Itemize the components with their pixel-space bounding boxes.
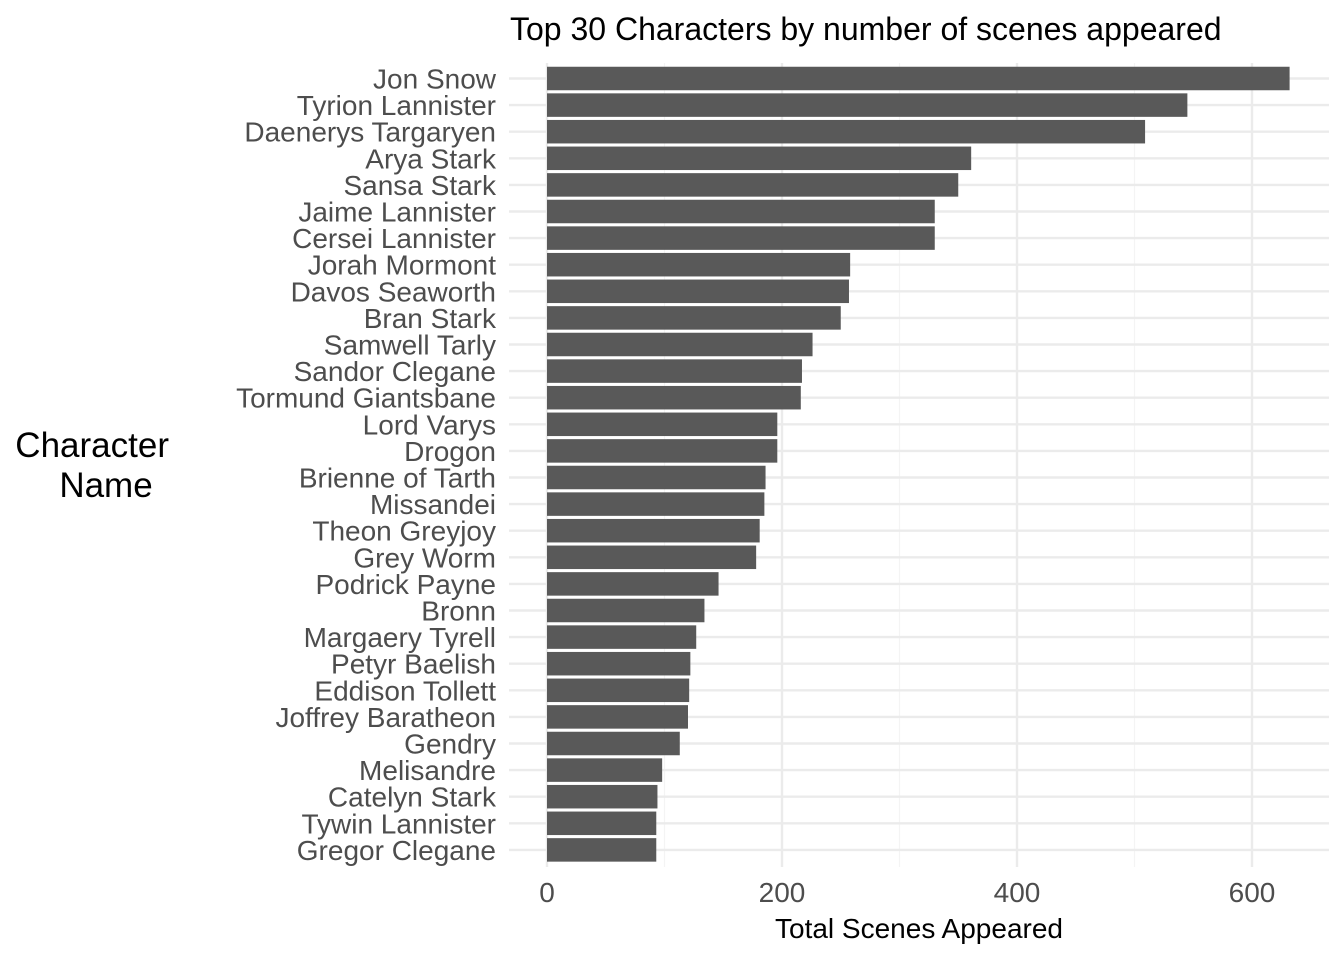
bar <box>547 306 841 330</box>
bar <box>547 811 657 836</box>
bar <box>547 598 705 623</box>
bar <box>547 146 972 171</box>
y-tick-label: Tyrion Lannister <box>297 90 496 121</box>
y-tick-label: Tormund Giantsbane <box>236 383 496 414</box>
bar <box>547 439 778 463</box>
bar <box>547 625 697 649</box>
y-tick-label: Daenerys Targaryen <box>244 117 496 148</box>
y-tick-label: Missandei <box>370 489 496 520</box>
y-tick-label: Theon Greyjoy <box>312 516 496 547</box>
x-tick-label: 0 <box>539 877 555 908</box>
y-tick-label: Gregor Clegane <box>297 835 496 866</box>
y-axis-title-line-1: Character <box>15 426 169 465</box>
bar <box>547 758 663 782</box>
bar <box>547 838 657 862</box>
bar <box>547 279 849 304</box>
bar <box>547 412 778 437</box>
y-tick-label: Brienne of Tarth <box>299 463 496 494</box>
x-tick-labels: 0 200 400 600 <box>539 877 1275 908</box>
x-tick-label: 400 <box>994 877 1041 908</box>
bar <box>547 385 801 410</box>
bar <box>547 784 658 809</box>
bar <box>547 332 813 357</box>
bar <box>547 492 765 516</box>
bar <box>547 252 851 277</box>
y-tick-label: Drogon <box>404 436 496 467</box>
chart-title: Top 30 Characters by number of scenes ap… <box>510 11 1222 47</box>
bar-layer <box>547 66 1290 862</box>
x-tick-label: 200 <box>759 877 806 908</box>
y-axis-title: Character Name <box>15 426 178 505</box>
bar <box>547 119 1146 144</box>
y-tick-label: Gendry <box>404 729 496 760</box>
bar <box>547 518 760 543</box>
y-tick-label: Cersei Lannister <box>292 223 496 254</box>
y-tick-label: Sandor Clegane <box>294 356 496 387</box>
y-tick-label: Melisandre <box>359 755 496 786</box>
y-tick-label: Lord Varys <box>363 409 496 440</box>
bar <box>547 173 959 197</box>
y-tick-label: Joffrey Baratheon <box>275 702 496 733</box>
y-tick-label: Davos Seaworth <box>291 276 496 307</box>
y-tick-label: Bran Stark <box>364 303 497 334</box>
y-tick-label: Arya Stark <box>365 143 497 174</box>
y-tick-label: Margaery Tyrell <box>304 622 496 653</box>
y-tick-label: Bronn <box>421 596 496 627</box>
y-tick-label: Eddison Tollett <box>314 675 496 706</box>
y-tick-label: Sansa Stark <box>343 170 497 201</box>
y-tick-label: Jorah Mormont <box>308 250 497 281</box>
y-tick-label: Samwell Tarly <box>324 330 496 361</box>
bar <box>547 226 935 250</box>
y-tick-label: Petyr Baelish <box>331 649 496 680</box>
bar <box>547 651 691 676</box>
bar <box>547 545 757 570</box>
x-axis-title: Total Scenes Appeared <box>775 913 1063 944</box>
bar <box>547 359 802 383</box>
y-tick-label: Jaime Lannister <box>298 197 496 228</box>
bar <box>547 731 680 756</box>
x-tick-label: 600 <box>1229 877 1276 908</box>
y-tick-label: Grey Worm <box>353 542 496 573</box>
bar <box>547 66 1290 91</box>
bar <box>547 705 688 729</box>
y-tick-label: Catelyn Stark <box>328 782 497 813</box>
bar <box>547 678 690 703</box>
bar <box>547 199 935 224</box>
y-tick-label: Podrick Payne <box>315 569 496 600</box>
bar <box>547 93 1188 117</box>
y-tick-label: Jon Snow <box>373 64 497 95</box>
bar <box>547 572 719 596</box>
y-axis-title-line-2: Name <box>59 466 152 505</box>
y-tick-label: Tywin Lannister <box>301 808 496 839</box>
bar <box>547 465 766 490</box>
